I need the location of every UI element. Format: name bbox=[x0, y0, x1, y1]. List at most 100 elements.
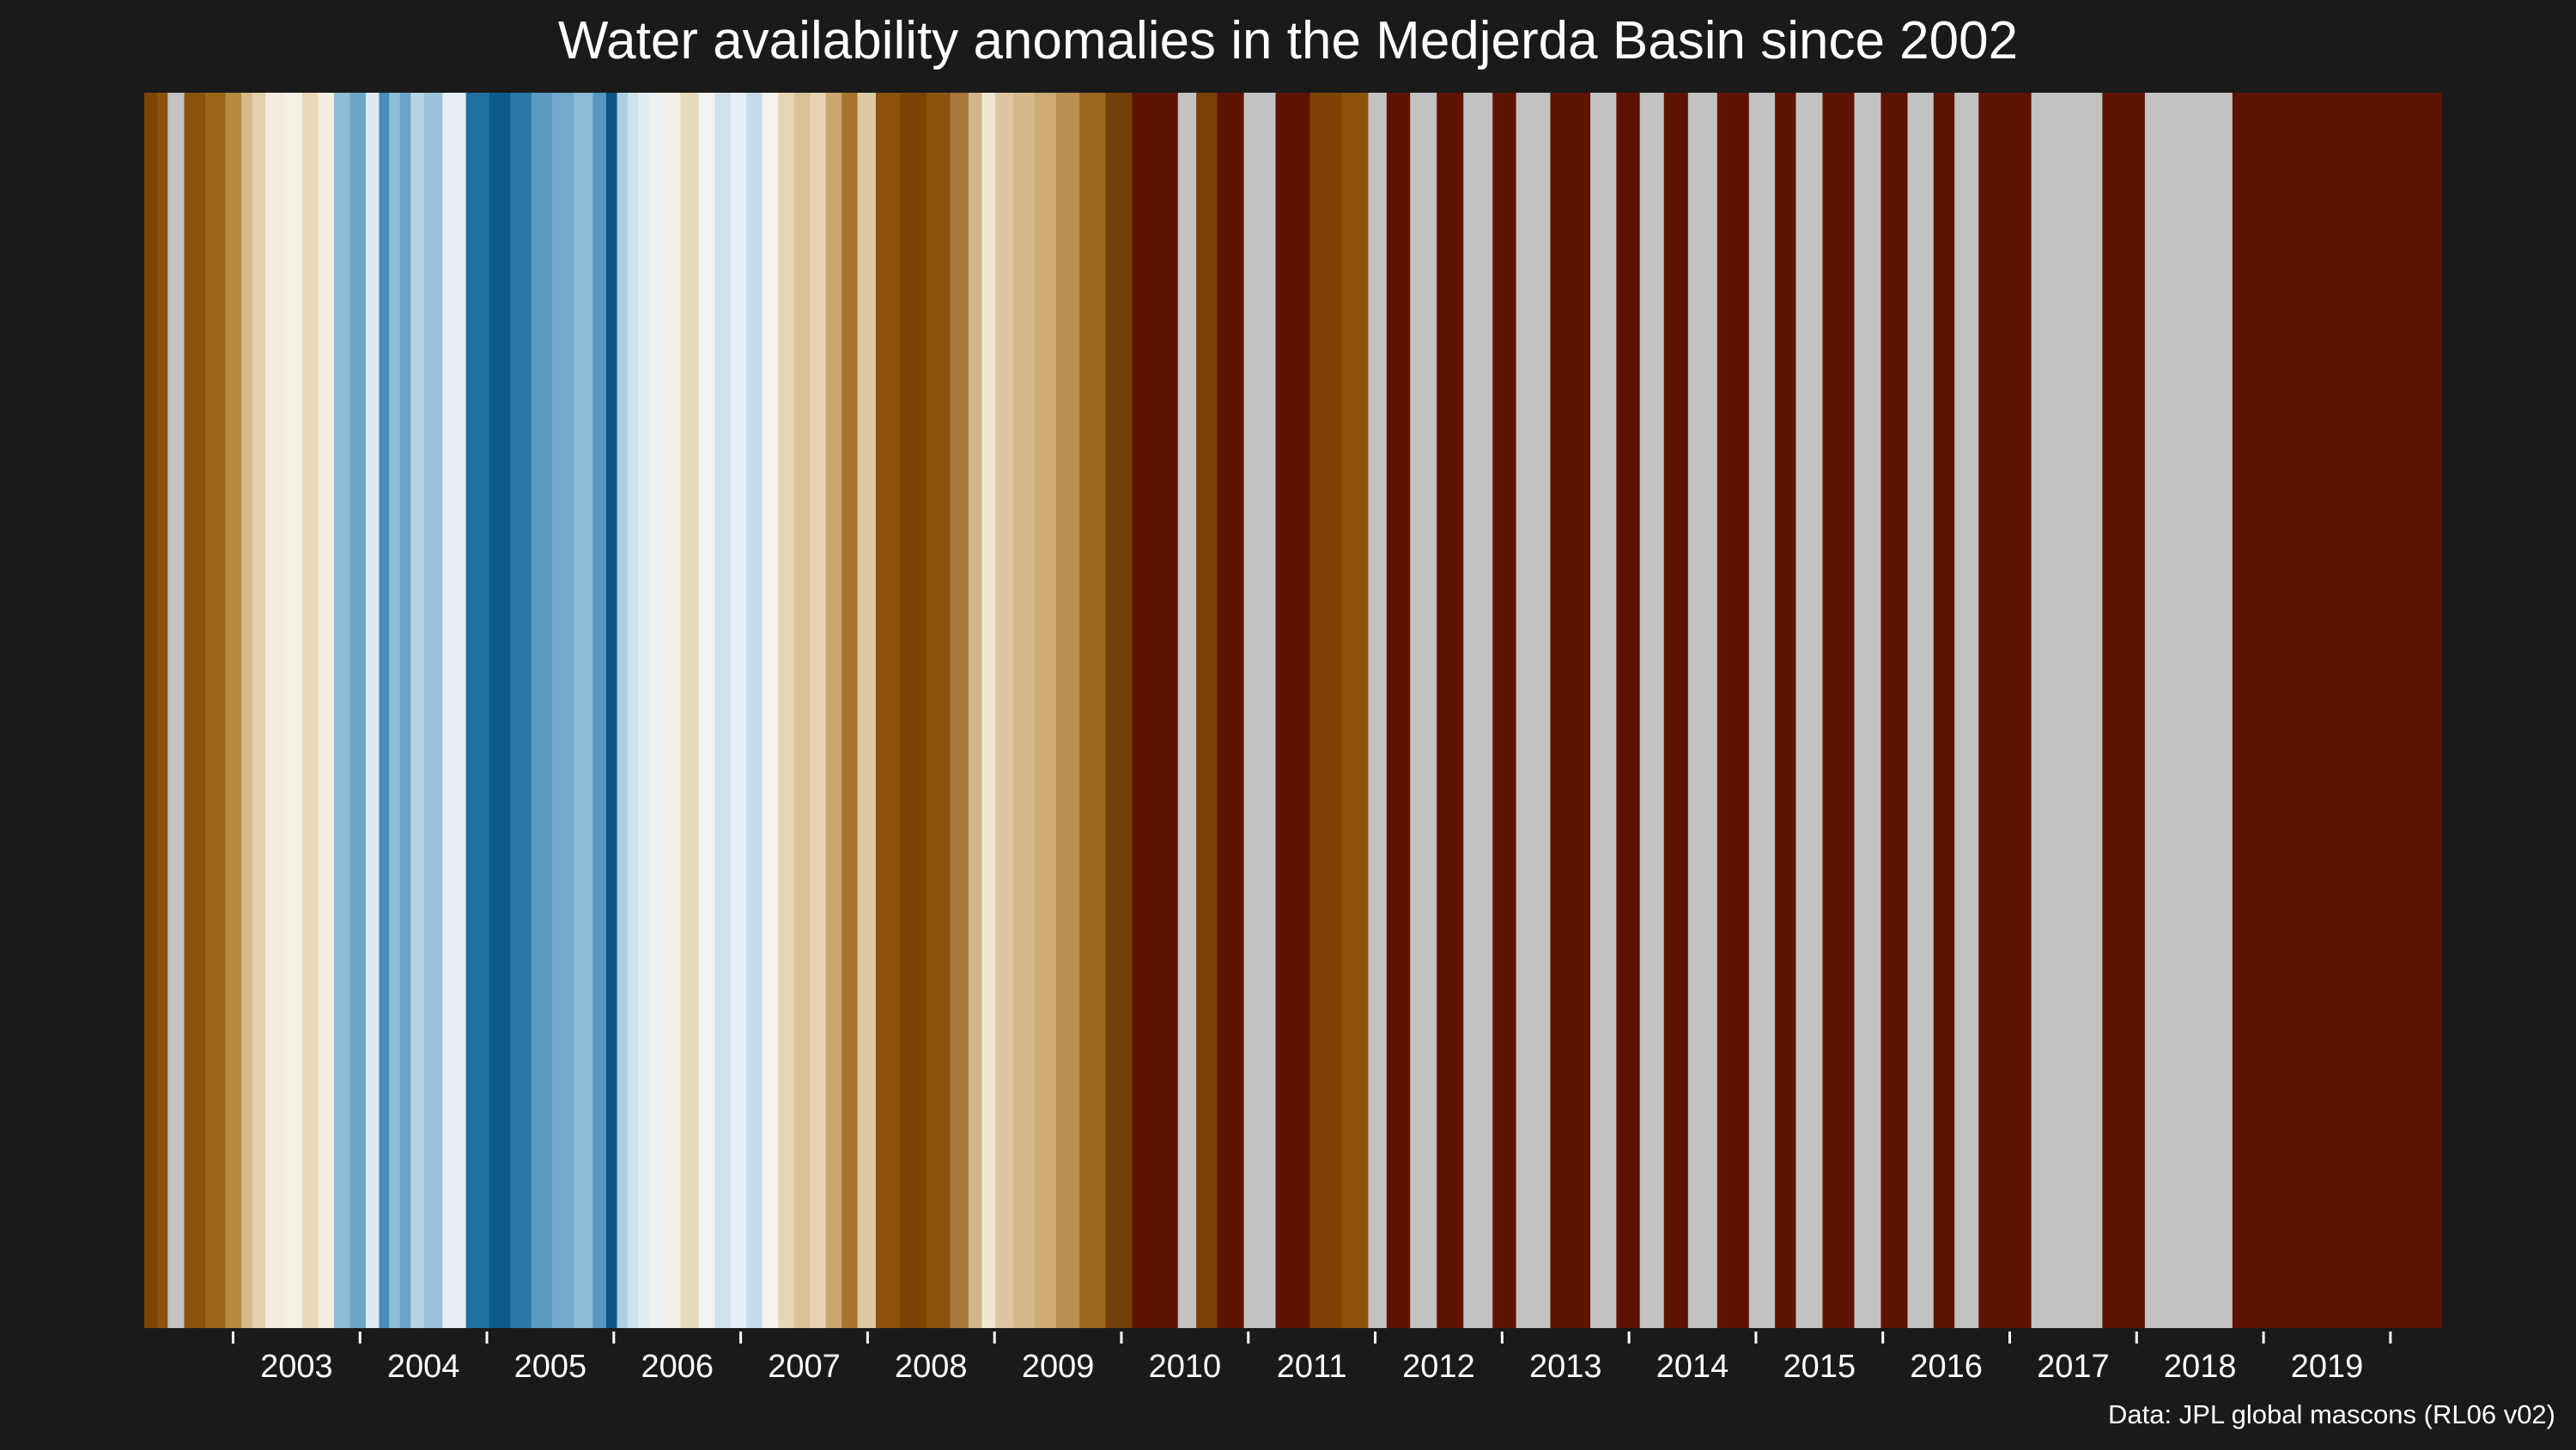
stripe bbox=[379, 93, 390, 1328]
stripe bbox=[1177, 93, 1197, 1328]
stripe bbox=[574, 93, 594, 1328]
stripe bbox=[876, 93, 901, 1328]
x-tick-label: 2009 bbox=[1022, 1349, 1095, 1385]
x-tick-label: 2004 bbox=[387, 1349, 460, 1385]
x-tick-label: 2018 bbox=[2164, 1349, 2237, 1385]
stripe bbox=[167, 93, 185, 1328]
stripe bbox=[661, 93, 682, 1328]
stripe bbox=[365, 93, 380, 1328]
stripe bbox=[318, 93, 335, 1328]
stripe bbox=[1055, 93, 1080, 1328]
stripe bbox=[1410, 93, 1437, 1328]
x-tick-label: 2010 bbox=[1149, 1349, 1222, 1385]
stripe bbox=[841, 93, 859, 1328]
stripe bbox=[927, 93, 951, 1328]
stripe bbox=[184, 93, 206, 1328]
stripe bbox=[349, 93, 367, 1328]
stripe bbox=[1341, 93, 1370, 1328]
stripe bbox=[1463, 93, 1493, 1328]
stripe bbox=[510, 93, 532, 1328]
stripes-layer bbox=[144, 93, 2442, 1328]
stripe bbox=[1516, 93, 1552, 1328]
stripe bbox=[1492, 93, 1517, 1328]
stripe bbox=[1217, 93, 1245, 1328]
stripe bbox=[552, 93, 574, 1328]
stripe bbox=[810, 93, 827, 1328]
stripe bbox=[1196, 93, 1218, 1328]
x-tick-label: 2019 bbox=[2291, 1349, 2364, 1385]
x-tick-label: 2016 bbox=[1910, 1349, 1983, 1385]
stripe bbox=[1748, 93, 1776, 1328]
x-tick-label: 2008 bbox=[895, 1349, 968, 1385]
stripe bbox=[2102, 93, 2146, 1328]
stripe bbox=[2144, 93, 2233, 1328]
data-source-note: Data: JPL global mascons (RL06 v02) bbox=[2108, 1399, 2555, 1429]
stripe bbox=[981, 93, 996, 1328]
x-axis: 2003 2004 2005 2006 2007 2008 2009 2010 2011 2012… bbox=[231, 1332, 2392, 1385]
stripe bbox=[410, 93, 425, 1328]
stripe bbox=[389, 93, 401, 1328]
stripe bbox=[1437, 93, 1464, 1328]
stripe bbox=[265, 93, 285, 1328]
stripe bbox=[592, 93, 607, 1328]
x-tick-label: 2007 bbox=[768, 1349, 841, 1385]
stripe bbox=[144, 93, 158, 1328]
stripe bbox=[252, 93, 266, 1328]
stripe bbox=[1880, 93, 1909, 1328]
stripe bbox=[1034, 93, 1057, 1328]
stripe bbox=[637, 93, 650, 1328]
stripe bbox=[628, 93, 639, 1328]
x-tick-label: 2011 bbox=[1277, 1349, 1347, 1385]
stripe bbox=[2232, 93, 2442, 1328]
stripe bbox=[423, 93, 443, 1328]
stripe bbox=[1368, 93, 1388, 1328]
stripe bbox=[793, 93, 811, 1328]
stripe bbox=[489, 93, 511, 1328]
x-tick-label: 2017 bbox=[2037, 1349, 2110, 1385]
stripe bbox=[1795, 93, 1824, 1328]
stripe bbox=[950, 93, 969, 1328]
stripe bbox=[746, 93, 763, 1328]
stripe bbox=[302, 93, 319, 1328]
stripe bbox=[968, 93, 983, 1328]
stripe bbox=[617, 93, 629, 1328]
x-tick-label: 2012 bbox=[1402, 1349, 1475, 1385]
stripe bbox=[465, 93, 490, 1328]
x-tick-label: 2015 bbox=[1783, 1349, 1856, 1385]
stripe bbox=[994, 93, 1014, 1328]
stripe bbox=[1663, 93, 1689, 1328]
stripe bbox=[680, 93, 700, 1328]
stripe bbox=[698, 93, 715, 1328]
stripe bbox=[762, 93, 779, 1328]
stripe bbox=[1822, 93, 1856, 1328]
stripe bbox=[857, 93, 877, 1328]
stripe bbox=[1639, 93, 1665, 1328]
stripe bbox=[531, 93, 553, 1328]
stripe bbox=[1687, 93, 1718, 1328]
stripe bbox=[1386, 93, 1411, 1328]
x-tick-label: 2013 bbox=[1529, 1349, 1602, 1385]
stripe bbox=[1243, 93, 1277, 1328]
stripe bbox=[1079, 93, 1107, 1328]
stripe bbox=[1716, 93, 1750, 1328]
stripe bbox=[900, 93, 927, 1328]
stripe bbox=[442, 93, 467, 1328]
stripe bbox=[241, 93, 253, 1328]
stripe bbox=[283, 93, 303, 1328]
chart-title: Water availability anomalies in the Medj… bbox=[557, 11, 2019, 70]
x-tick-label: 2003 bbox=[260, 1349, 333, 1385]
stripe bbox=[1132, 93, 1157, 1328]
stripe bbox=[333, 93, 351, 1328]
x-tick-label: 2006 bbox=[641, 1349, 714, 1385]
stripe bbox=[1275, 93, 1311, 1328]
stripe bbox=[1954, 93, 1979, 1328]
stripe bbox=[1590, 93, 1617, 1328]
stripe bbox=[1933, 93, 1955, 1328]
stripe bbox=[2031, 93, 2103, 1328]
stripe bbox=[1309, 93, 1342, 1328]
stripe bbox=[1978, 93, 2032, 1328]
stripe bbox=[204, 93, 227, 1328]
stripe bbox=[225, 93, 242, 1328]
